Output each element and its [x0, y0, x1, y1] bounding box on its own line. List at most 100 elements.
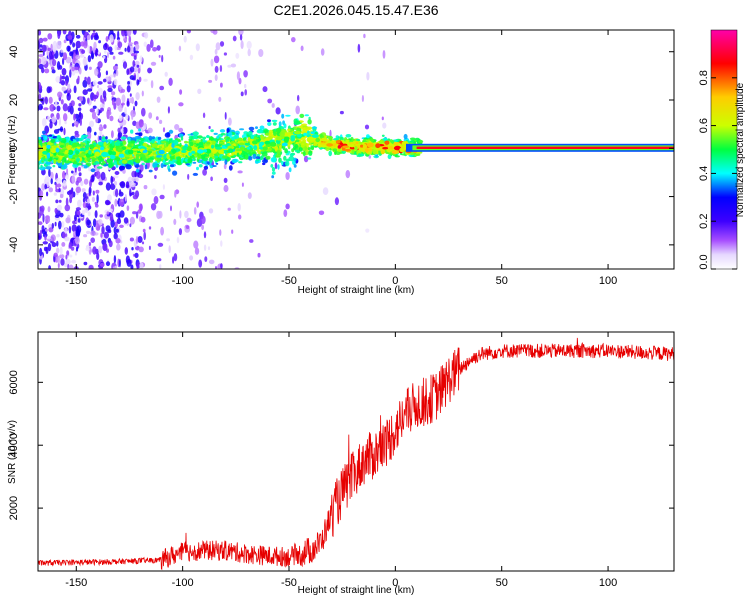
spectrogram-peak [252, 140, 258, 145]
spectrogram-speckle [129, 93, 132, 97]
spectrogram-speckle [111, 91, 116, 96]
spectrogram-peak [171, 143, 175, 148]
spectrogram-speckle [39, 247, 43, 257]
spectrogram-speckle [214, 48, 218, 55]
spectrogram-peak [227, 145, 235, 150]
spectrogram-speckle [39, 229, 43, 236]
snr-panel: -150 -100 -50 0 50 100 2000 4000 6000 Height of … [7, 331, 675, 596]
spectrogram-speckle [46, 191, 49, 197]
spectrogram-speckle [91, 52, 95, 60]
spectrogram-speckle [78, 172, 82, 177]
spectrogram-band-cell [50, 139, 56, 143]
spectrogram-speckle [116, 243, 121, 251]
spectrogram-band-cell [41, 160, 44, 163]
spectrogram-speckle [50, 178, 53, 185]
spectrogram-speckle [212, 30, 218, 35]
spectrogram-speckle [75, 186, 82, 194]
spectrogram-band-cell [369, 138, 375, 142]
spectrogram-speckle [92, 105, 97, 110]
spectrogram-band-cell [231, 158, 238, 164]
spectrogram-speckle [68, 264, 74, 269]
spectrogram-band-cell [307, 157, 312, 160]
spectrogram-peak [94, 151, 101, 157]
spectrogram-speckle [81, 209, 85, 216]
spectrogram-speckle [92, 246, 97, 255]
spectrogram-band-cell [288, 167, 292, 173]
spectrogram-speckle [91, 111, 97, 120]
spectrogram-band-cell [257, 128, 263, 133]
spectrogram-peak [101, 151, 108, 157]
spectrogram-band-cell [260, 134, 264, 140]
spectrogram-speckle [108, 208, 113, 212]
spectrogram-band-cell [38, 136, 41, 140]
spectrogram-speckle [156, 45, 161, 51]
spectrogram-peak [384, 140, 390, 145]
spectrogram-speckle [297, 94, 300, 102]
spectrogram-speckle [126, 30, 132, 37]
spectrogram-speckle [56, 183, 62, 188]
spectrogram-band-cell [169, 164, 175, 168]
spectrogram-speckle [74, 236, 80, 245]
spectrogram-band-cell [268, 129, 274, 135]
spectrogram-peak [310, 131, 315, 135]
spectrogram-speckle [113, 73, 116, 78]
spectrogram-speckle [56, 105, 61, 112]
spectrogram-speckle [92, 30, 96, 33]
spectrogram-band-cell [281, 160, 284, 166]
spectrogram-speckle [228, 117, 232, 126]
spectrogram-speckle [203, 244, 207, 251]
spectrogram-band-cell [409, 137, 416, 141]
spectrogram-peak [244, 142, 251, 146]
spectrogram-speckle [88, 66, 92, 71]
spectrogram-speckle [131, 114, 134, 120]
spectrogram-peak [401, 141, 408, 146]
spectrogram-speckle [237, 170, 243, 174]
spectrogram-band-cell [81, 134, 85, 140]
spectrogram-speckle [89, 120, 95, 128]
spectrogram-band-cell [168, 129, 174, 134]
spectrogram-peak [206, 141, 211, 145]
spectrogram-speckle [57, 256, 61, 264]
spectrogram-speckle [105, 261, 111, 267]
spectrogram-speckle [88, 242, 92, 246]
spectrogram-speckle [90, 237, 95, 243]
spectrogram-speckle [196, 201, 199, 208]
spectrogram-speckle [115, 238, 121, 244]
spectrogram-band-cell [236, 152, 240, 157]
spectrogram-speckle [67, 93, 70, 97]
spectrogram-speckle [51, 116, 57, 123]
spectrogram-speckle [125, 181, 130, 188]
spectrogram-band-cell [244, 154, 249, 160]
spectrogram-speckle [122, 61, 128, 69]
spectrogram-band-cell [284, 148, 288, 154]
spectrogram-speckle [41, 67, 45, 74]
spectrogram-peak [253, 145, 258, 151]
spectrogram-band-cell [197, 135, 203, 139]
spectrogram-band-cell [113, 160, 118, 165]
spectrogram-speckle [357, 43, 361, 53]
spectrogram-speckle [65, 217, 71, 224]
spectrogram-speckle [55, 76, 61, 83]
spectrogram-band-cell [271, 175, 275, 179]
spectrogram-band-cell [121, 159, 128, 164]
spectrogram-speckle [143, 231, 146, 241]
spectrogram-speckle [126, 85, 131, 93]
spectrogram-speckle [147, 67, 153, 74]
spectrogram-speckle [218, 96, 222, 102]
spectrogram-speckle [71, 66, 75, 72]
spectrogram-band-cell [106, 158, 112, 164]
spectrogram-speckle [189, 255, 194, 261]
spectrogram-peak [59, 145, 64, 148]
spectrogram-speckle [189, 54, 194, 61]
spectrogram-speckle [109, 51, 114, 55]
spectrogram-speckle [148, 245, 151, 250]
spectrogram-speckle [77, 75, 80, 82]
spectrogram-band-cell [188, 138, 193, 141]
spectrogram-band-cell [210, 129, 214, 133]
spectrogram-band-cell [45, 161, 52, 165]
spectrogram-speckle [69, 105, 74, 115]
spectrogram-speckle [94, 47, 99, 57]
spectrogram-band-cell [180, 136, 184, 141]
spectrogram-speckle [368, 155, 372, 159]
spectrogram-speckle [240, 40, 244, 49]
